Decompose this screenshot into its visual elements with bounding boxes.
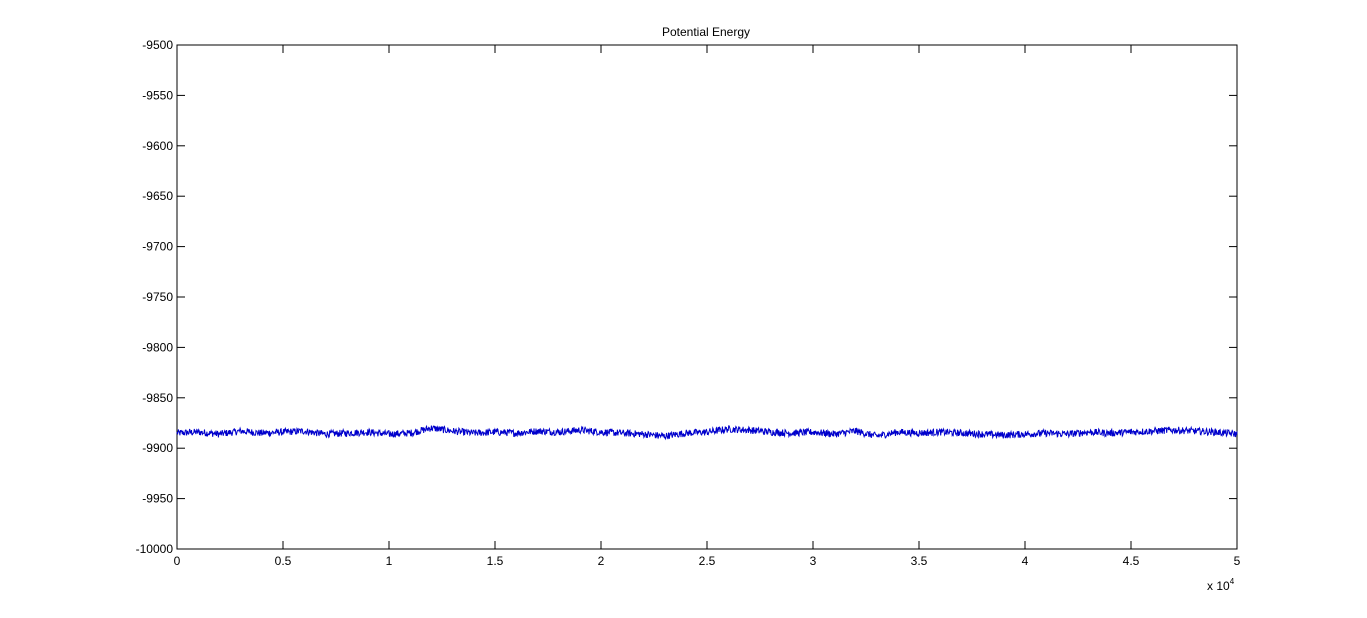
x-tick-label: 0.5 <box>275 554 292 568</box>
y-tick-label: -9650 <box>142 189 173 203</box>
y-tick-label: -9700 <box>142 240 173 254</box>
y-tick-label: -9600 <box>142 139 173 153</box>
y-tick-label: -10000 <box>136 542 174 556</box>
series-line <box>176 424 1238 441</box>
y-tick-label: -9900 <box>142 441 173 455</box>
y-axis: -10000 -9950 -9900 -9850 -9800 -9750 -9700 -965… <box>136 38 1237 556</box>
plot-area-frame <box>176 44 1238 550</box>
y-tick-label: -9550 <box>142 88 173 102</box>
x-tick-label: 5 <box>1234 554 1241 568</box>
x-axis: 0 0.5 1 1.5 2 2.5 3 3.5 4 4.5 5 <box>174 45 1241 568</box>
y-tick-label: -9500 <box>142 38 173 52</box>
x-tick-label: 3 <box>810 554 817 568</box>
x-tick-label: 1 <box>386 554 393 568</box>
x-tick-label: 1.5 <box>487 554 504 568</box>
x-axis-multiplier-exponent: 4 <box>1230 577 1235 586</box>
x-tick-label: 2.5 <box>699 554 716 568</box>
y-tick-label: -9750 <box>142 290 173 304</box>
y-tick-label: -9850 <box>142 391 173 405</box>
x-axis-multiplier-base: x 10 <box>1207 579 1230 593</box>
y-tick-label: -9950 <box>142 492 173 506</box>
y-tick-label: -9800 <box>142 340 173 354</box>
x-tick-label: 4 <box>1022 554 1029 568</box>
x-tick-label: 4.5 <box>1123 554 1140 568</box>
x-axis-multiplier: x 104 <box>1207 577 1235 593</box>
x-tick-label: 2 <box>598 554 605 568</box>
x-tick-label: 0 <box>174 554 181 568</box>
x-tick-label: 3.5 <box>911 554 928 568</box>
chart-title: Potential Energy <box>662 25 750 39</box>
